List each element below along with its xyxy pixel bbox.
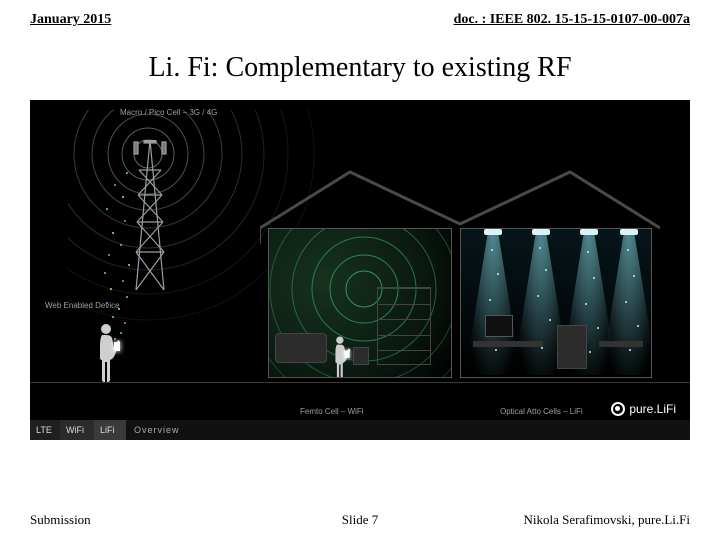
overview-lte: LTE	[30, 420, 60, 440]
bookshelf	[377, 287, 431, 365]
table	[599, 341, 643, 347]
overview-lifi: LiFi	[94, 420, 126, 440]
footer-slide: Slide 7	[342, 512, 378, 528]
ground-line	[30, 382, 690, 383]
header-doc: doc. : IEEE 802. 15-15-15-0107-00-007a	[454, 12, 690, 28]
cell-tower	[130, 140, 170, 290]
overview-label: Overview	[126, 420, 690, 440]
overview-wifi: WiFi	[60, 420, 94, 440]
monitor	[485, 315, 513, 337]
footer-submission: Submission	[30, 512, 91, 528]
desk	[473, 341, 543, 347]
building	[260, 164, 660, 382]
label-atto: Optical Atto Cells – LiFi	[500, 407, 583, 416]
room-lifi	[460, 228, 652, 378]
label-macro: Macro / Pico Cell – 3G / 4G	[120, 108, 217, 117]
purelifi-logo: pure.LiFi	[611, 402, 676, 416]
logo-text: pure.LiFi	[629, 402, 676, 416]
header-date: January 2015	[30, 12, 111, 28]
sofa	[275, 333, 327, 363]
drawers	[557, 325, 587, 369]
room-wifi	[268, 228, 452, 378]
phone-outdoor	[114, 342, 120, 351]
overview-band: LTE WiFi LiFi Overview	[30, 420, 690, 440]
side-table	[353, 347, 369, 365]
person-outdoor	[94, 322, 124, 382]
phone-indoor	[345, 350, 350, 358]
logo-icon	[611, 402, 625, 416]
slide-title: Li. Fi: Complementary to existing RF	[0, 52, 720, 84]
label-web-device: Web Enabled Device	[42, 300, 123, 311]
diagram: Macro / Pico Cell – 3G / 4G Web Enabled …	[30, 100, 690, 440]
footer-author: Nikola Serafimovski, pure.Li.Fi	[524, 512, 690, 528]
label-femto: Femto Cell – WiFi	[300, 407, 364, 416]
